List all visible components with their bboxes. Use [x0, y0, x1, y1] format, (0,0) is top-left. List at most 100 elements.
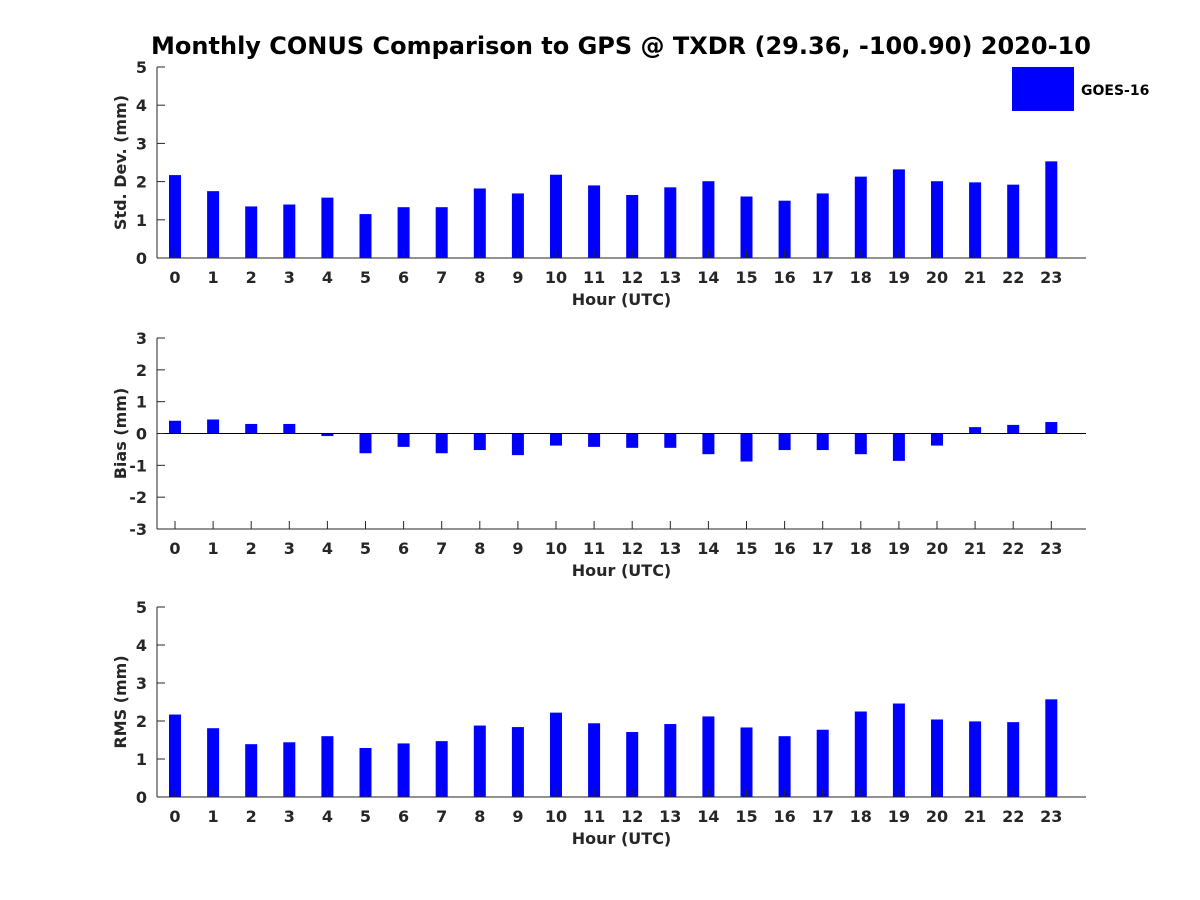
- stddev-bar-hour-1: [207, 191, 220, 258]
- bias-xtick-label: 6: [398, 539, 409, 558]
- stddev-bar-hour-16: [778, 200, 791, 258]
- rms-bar-hour-6: [397, 743, 410, 797]
- bias-xtick-label: 20: [926, 539, 948, 558]
- rms-bar-hour-2: [245, 744, 258, 797]
- rms-bar-hour-9: [511, 727, 524, 797]
- stddev-xtick-label: 9: [512, 268, 523, 287]
- bias-xtick-label: 13: [659, 539, 681, 558]
- stddev-bar-hour-11: [588, 185, 601, 258]
- rms-xtick-label: 8: [474, 807, 485, 826]
- stddev-xtick-label: 19: [888, 268, 910, 287]
- stddev-bar-hour-7: [435, 207, 448, 258]
- bias-bar-hour-14: [702, 433, 715, 455]
- rms-bar-hour-19: [892, 703, 905, 797]
- stddev-xtick-label: 2: [246, 268, 257, 287]
- stddev-xtick-label: 22: [1002, 268, 1024, 287]
- rms-xtick-label: 1: [208, 807, 219, 826]
- stddev-bar-hour-5: [359, 214, 372, 258]
- bias-xtick-label: 16: [773, 539, 795, 558]
- stddev-xtick-label: 7: [436, 268, 447, 287]
- stddev-ytick-label: 2: [136, 173, 147, 192]
- stddev-bar-hour-21: [969, 182, 982, 258]
- stddev-xtick-label: 15: [735, 268, 757, 287]
- bias-bar-hour-11: [588, 433, 601, 447]
- rms-xtick-label: 15: [735, 807, 757, 826]
- bias-xtick-label: 0: [169, 539, 180, 558]
- bias-bar-hour-21: [969, 427, 982, 434]
- rms-bar-hour-0: [169, 714, 181, 797]
- rms-xtick-label: 20: [926, 807, 948, 826]
- bias-ytick-label: -1: [129, 456, 147, 475]
- bias-bar-hour-16: [778, 433, 791, 451]
- stddev-bar-hour-19: [892, 169, 905, 258]
- rms-xtick-label: 3: [284, 807, 295, 826]
- rms-xtick-label: 11: [583, 807, 605, 826]
- stddev-bar-hour-22: [1007, 184, 1020, 258]
- rms-bar-hour-5: [359, 747, 372, 797]
- bias-bar-hour-9: [511, 433, 524, 456]
- rms-xtick-label: 22: [1002, 807, 1024, 826]
- bias-bar-hour-3: [283, 423, 296, 434]
- bias-bar-hour-6: [397, 433, 410, 447]
- stddev-bar-hour-15: [740, 196, 753, 258]
- bias-xtick-label: 23: [1040, 539, 1062, 558]
- stddev-bar-hour-18: [854, 176, 867, 258]
- rms-bar-hour-16: [778, 736, 791, 797]
- bias-xtick-label: 8: [474, 539, 485, 558]
- bias-bar-hour-18: [854, 433, 867, 455]
- stddev-xtick-label: 6: [398, 268, 409, 287]
- rms-xtick-label: 12: [621, 807, 643, 826]
- bias-bar-hour-0: [169, 420, 181, 434]
- rms-xtick-label: 0: [169, 807, 180, 826]
- legend-swatch-goes16: [1012, 67, 1074, 111]
- bias-ytick-label: 0: [136, 425, 147, 444]
- bias-xtick-label: 10: [545, 539, 567, 558]
- stddev-xtick-label: 0: [169, 268, 180, 287]
- bias-xtick-label: 14: [697, 539, 719, 558]
- rms-xtick-label: 10: [545, 807, 567, 826]
- rms-xtick-label: 19: [888, 807, 910, 826]
- bias-xtick-label: 5: [360, 539, 371, 558]
- rms-bar-hour-22: [1007, 722, 1020, 797]
- bias-bar-hour-13: [664, 433, 677, 448]
- stddev-xtick-label: 4: [322, 268, 333, 287]
- bias-bar-hour-17: [816, 433, 829, 451]
- bias-xlabel: Hour (UTC): [572, 561, 672, 580]
- rms-xtick-label: 7: [436, 807, 447, 826]
- rms-bar-hour-8: [473, 725, 486, 797]
- bias-bar-hour-2: [245, 423, 258, 434]
- rms-bar-hour-7: [435, 741, 448, 797]
- bias-ytick-label: 2: [136, 361, 147, 380]
- stddev-bar-hour-6: [397, 207, 410, 258]
- stddev-ytick-label: 3: [136, 134, 147, 153]
- bias-bar-hour-1: [207, 419, 220, 434]
- rms-xlabel: Hour (UTC): [572, 829, 672, 848]
- bias-bar-hour-15: [740, 433, 753, 462]
- stddev-bar-hour-0: [169, 175, 181, 258]
- rms-xtick-label: 6: [398, 807, 409, 826]
- bias-xtick-label: 22: [1002, 539, 1024, 558]
- rms-xtick-label: 13: [659, 807, 681, 826]
- rms-bar-hour-14: [702, 716, 715, 797]
- bias-ytick-label: -2: [129, 488, 147, 507]
- stddev-ytick-label: 4: [136, 96, 147, 115]
- stddev-bar-hour-12: [626, 194, 639, 258]
- rms-bar-hour-10: [550, 712, 562, 797]
- bias-xtick-label: 4: [322, 539, 333, 558]
- rms-ytick-label: 0: [136, 788, 147, 807]
- bias-bar-hour-23: [1045, 422, 1058, 434]
- stddev-ytick-label: 1: [136, 211, 147, 230]
- bias-xtick-label: 9: [512, 539, 523, 558]
- bias-xtick-label: 21: [964, 539, 986, 558]
- stddev-bar-hour-8: [473, 188, 486, 258]
- stddev-xtick-label: 16: [773, 268, 795, 287]
- rms-xtick-label: 9: [512, 807, 523, 826]
- rms-ytick-label: 3: [136, 674, 147, 693]
- bias-xtick-label: 17: [812, 539, 834, 558]
- bias-bar-hour-12: [626, 433, 639, 448]
- stddev-xtick-label: 17: [812, 268, 834, 287]
- bias-bar-hour-19: [892, 433, 905, 461]
- rms-xtick-label: 14: [697, 807, 719, 826]
- bias-ylabel: Bias (mm): [111, 388, 130, 480]
